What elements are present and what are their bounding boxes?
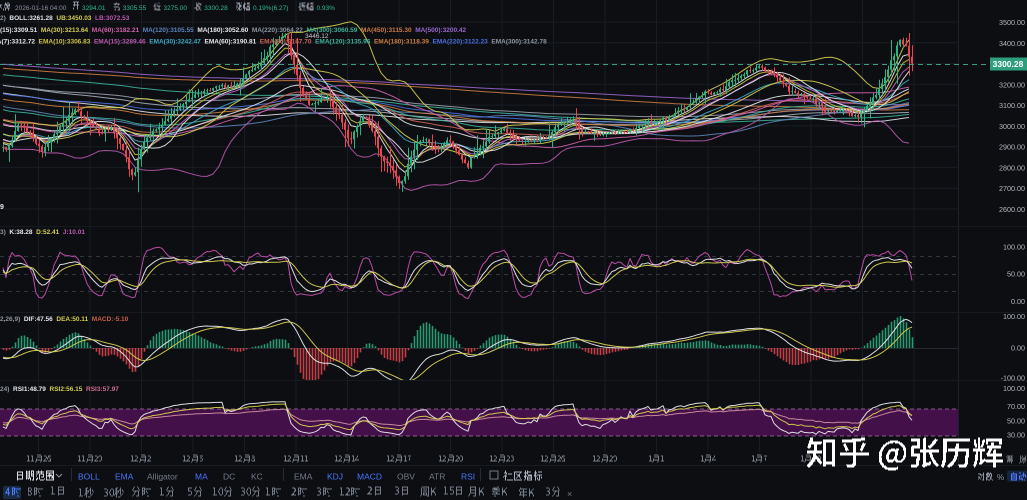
svg-text:Alligator: Alligator <box>147 472 178 482</box>
svg-text:3100.00: 3100.00 <box>999 101 1025 110</box>
svg-text:24) RSI1:48.79 RSI2:56.15 R: 24) RSI1:48.79 RSI2:56.15 RSI3:57.97 <box>0 386 119 393</box>
svg-text:3000.00: 3000.00 <box>999 122 1025 131</box>
svg-text:50.00: 50.00 <box>1007 270 1025 279</box>
svg-text:100.00: 100.00 <box>1003 384 1025 393</box>
svg-text:3294.01: 3294.01 <box>82 5 106 12</box>
svg-text:MA: MA <box>195 472 208 482</box>
svg-text:3305.55: 3305.55 <box>123 5 147 12</box>
svg-text:EMA: EMA <box>294 472 313 482</box>
svg-text:3300.28: 3300.28 <box>993 59 1024 69</box>
svg-text:2) BOLL:3261.28 UB:3450.03: 2) BOLL:3261.28 UB:3450.03 LB:3072.53 <box>0 15 130 22</box>
svg-text:0.19%(6.27): 0.19%(6.27) <box>253 5 288 12</box>
svg-text:30.00: 30.00 <box>1007 431 1025 440</box>
svg-text:0.00: 0.00 <box>1011 344 1025 353</box>
svg-text:RSI: RSI <box>461 472 475 482</box>
svg-text:3) K:38.28 D:52.41 J:10.01: 3) K:38.28 D:52.41 J:10.01 <box>0 229 85 236</box>
svg-text:2900.00: 2900.00 <box>999 143 1025 152</box>
svg-text:3446.12: 3446.12 <box>305 33 329 40</box>
svg-text:3275.00: 3275.00 <box>164 5 188 12</box>
svg-text:EMA: EMA <box>115 472 134 482</box>
svg-text:9: 9 <box>0 204 4 211</box>
svg-text:DC: DC <box>223 472 235 482</box>
svg-text:0.00: 0.00 <box>1011 297 1025 306</box>
svg-text:-100.00: -100.00 <box>1001 374 1025 383</box>
svg-text:3400.00: 3400.00 <box>999 39 1025 48</box>
svg-text:3200.00: 3200.00 <box>999 80 1025 89</box>
svg-text:%: % <box>997 473 1004 482</box>
svg-text:3500.00: 3500.00 <box>999 18 1025 27</box>
svg-text:2026-01-16 04:00: 2026-01-16 04:00 <box>15 5 67 12</box>
svg-text:100.00: 100.00 <box>1003 243 1025 252</box>
svg-text:MACD: MACD <box>357 472 382 482</box>
svg-text:70.00: 70.00 <box>1007 402 1025 411</box>
svg-text:KC: KC <box>251 472 263 482</box>
svg-text:50.00: 50.00 <box>1007 417 1025 426</box>
svg-text:ATR: ATR <box>429 472 445 482</box>
svg-text:0.93%: 0.93% <box>317 5 336 12</box>
svg-text:100.00: 100.00 <box>1003 312 1025 321</box>
svg-text:OBV: OBV <box>397 472 415 482</box>
svg-text:EMA(7):3312.72 EMA(10):3306.8: EMA(7):3312.72 EMA(10):3306.83 EMA(15):3… <box>0 39 547 46</box>
svg-text:2700.00: 2700.00 <box>999 184 1025 193</box>
svg-text:(15):3309.51 MA(30):3213.64: (15):3309.51 MA(30):3213.64 MA(60):3182.… <box>0 27 467 34</box>
svg-text:3300.28: 3300.28 <box>204 5 228 12</box>
svg-text:2,26,9) DIF:47.56 DEA:50.11: 2,26,9) DIF:47.56 DEA:50.11 MACD:-5.10 <box>0 316 129 323</box>
svg-text:2600.00: 2600.00 <box>999 205 1025 214</box>
svg-text:BOLL: BOLL <box>78 472 100 482</box>
svg-text:KDJ: KDJ <box>327 472 343 482</box>
svg-text:×: × <box>567 489 572 499</box>
svg-text:2800.00: 2800.00 <box>999 163 1025 172</box>
